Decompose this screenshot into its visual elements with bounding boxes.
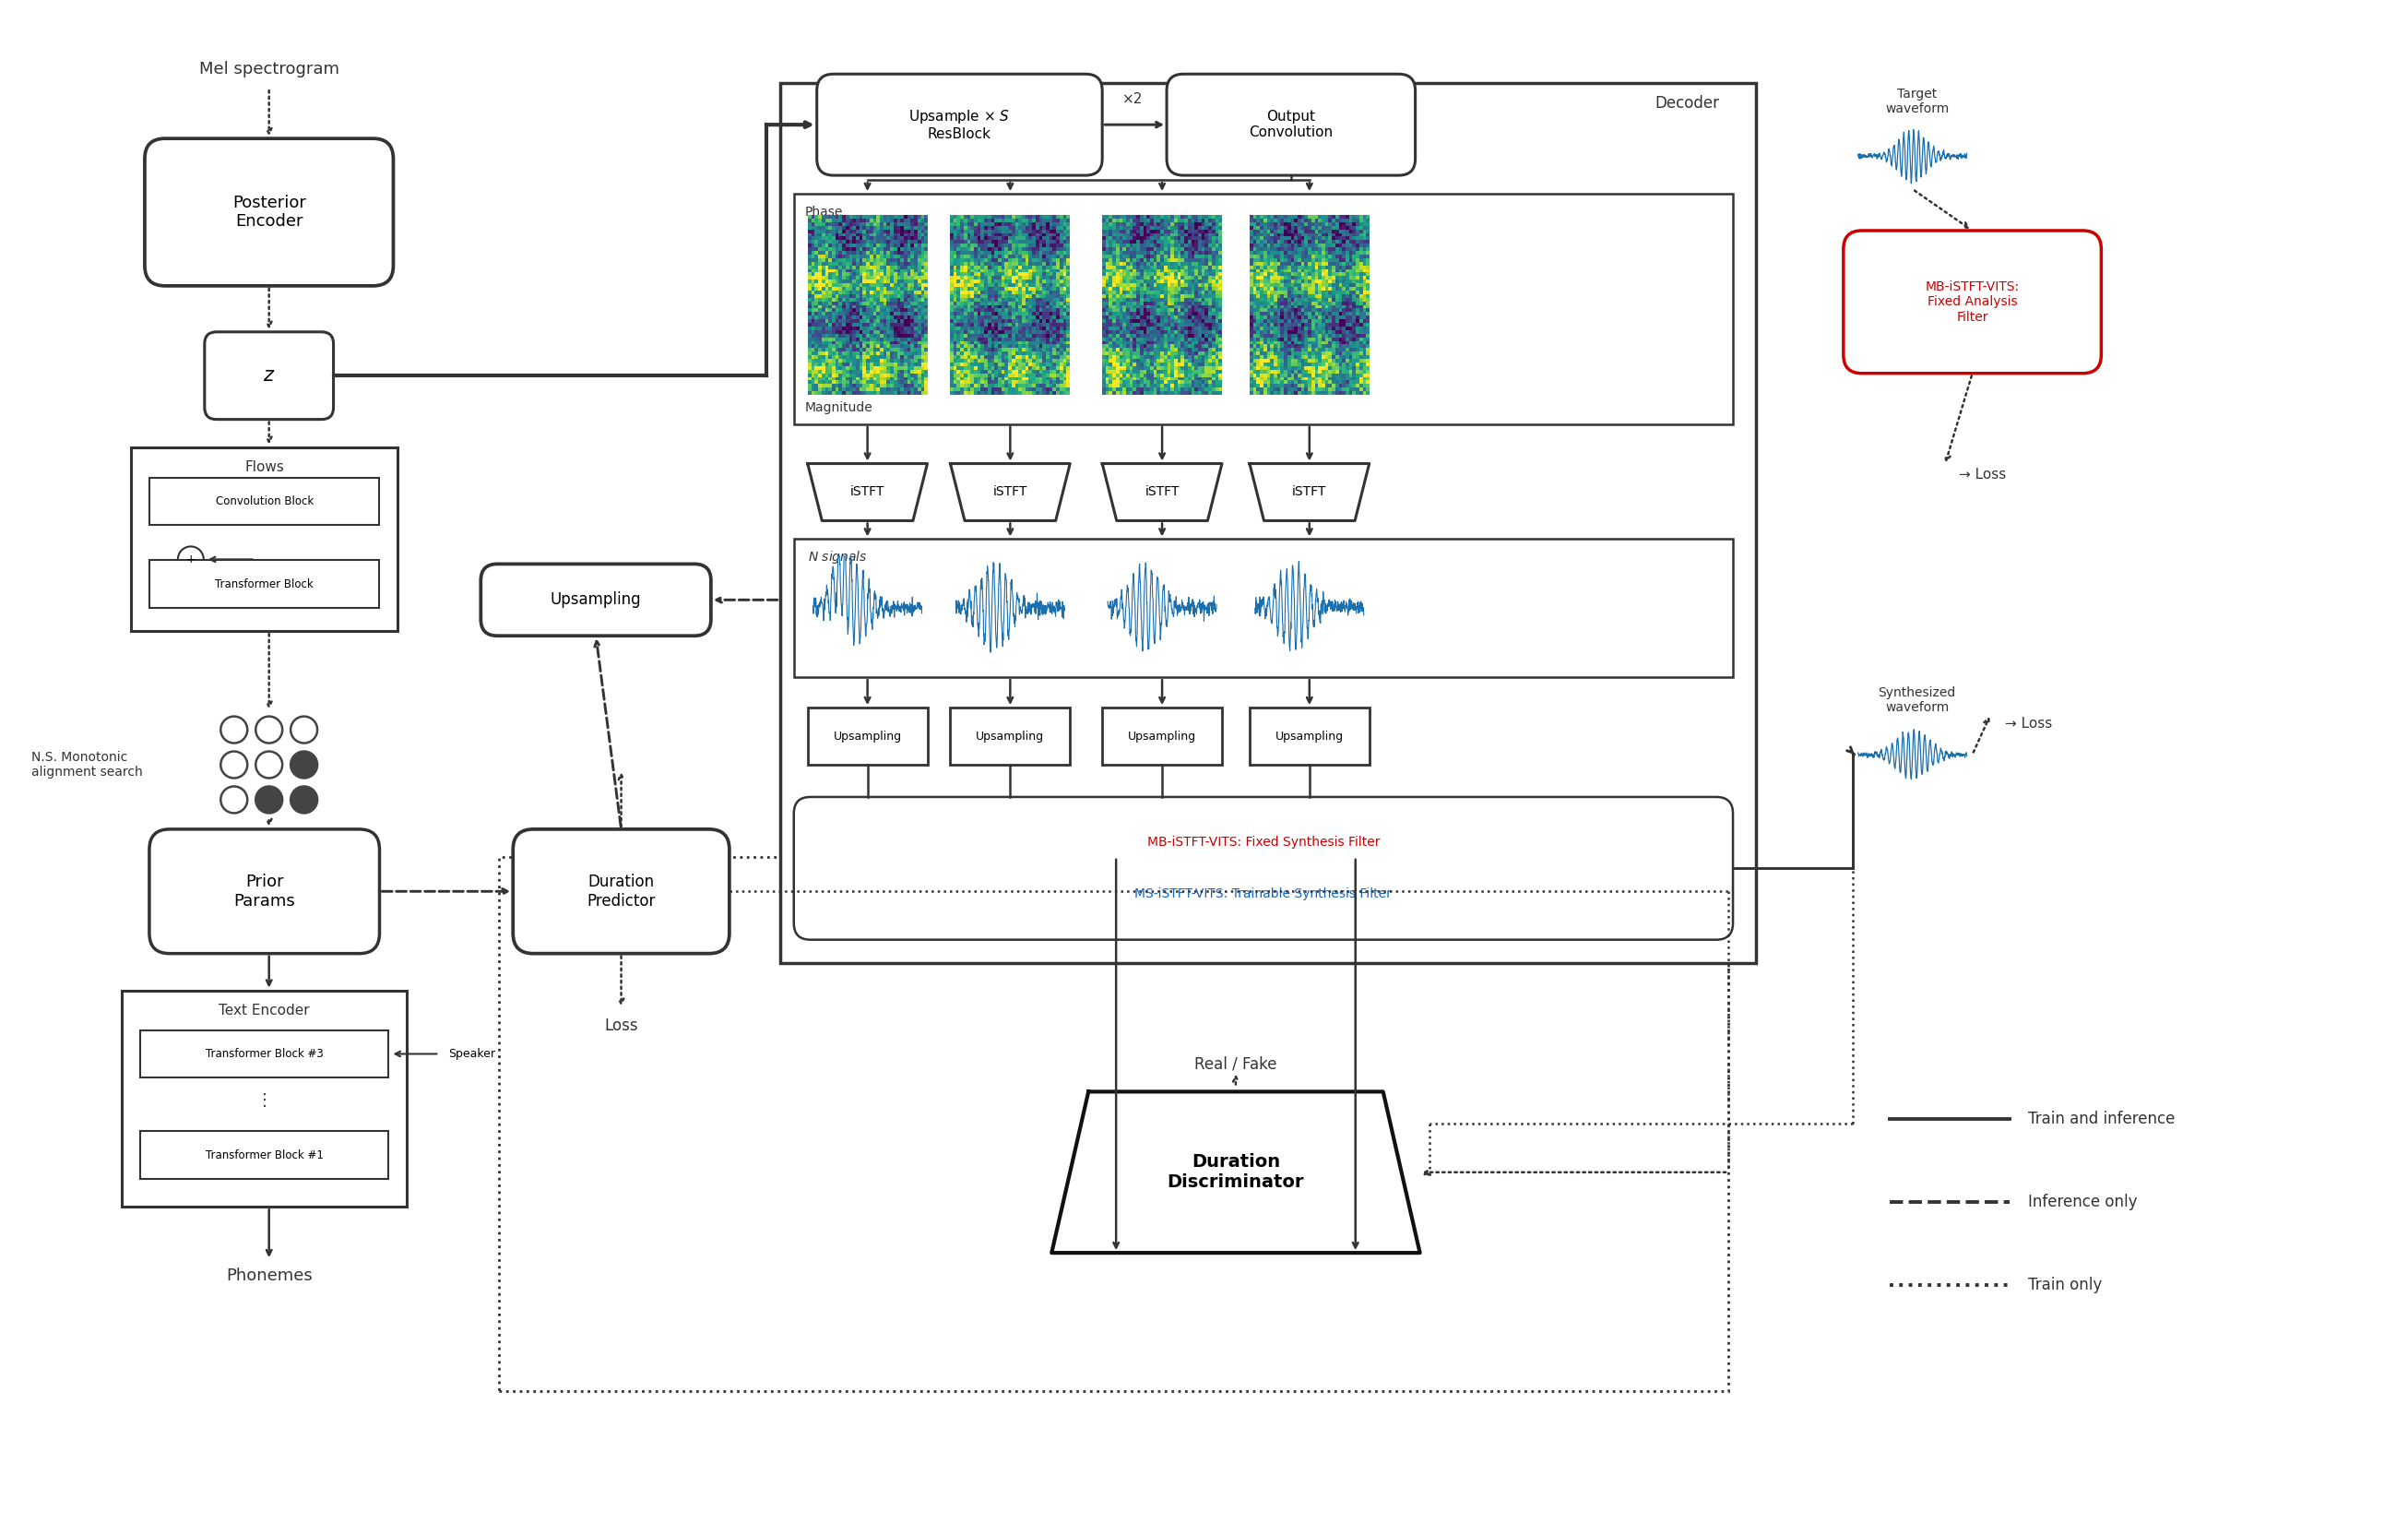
Text: Inference only: Inference only [2028, 1194, 2136, 1211]
Text: Target
waveform: Target waveform [1885, 87, 1948, 115]
FancyBboxPatch shape [482, 563, 710, 635]
Circle shape [255, 786, 282, 814]
Polygon shape [1250, 464, 1370, 520]
Text: Text Encoder: Text Encoder [219, 1004, 311, 1018]
Text: Upsampling: Upsampling [975, 731, 1045, 743]
Text: Output
Convolution: Output Convolution [1250, 109, 1334, 140]
Bar [807, 708, 927, 764]
Text: Convolution Block: Convolution Block [214, 496, 313, 508]
Text: Decoder: Decoder [1654, 95, 1719, 112]
Polygon shape [951, 464, 1069, 520]
Bar [140, 1030, 388, 1078]
Text: iSTFT: iSTFT [992, 485, 1028, 499]
Text: Posterior
Encoder: Posterior Encoder [231, 195, 306, 230]
Text: iSTFT: iSTFT [1144, 485, 1180, 499]
Text: Real / Fake: Real / Fake [1194, 1056, 1276, 1073]
Text: Duration
Discriminator: Duration Discriminator [1168, 1153, 1305, 1191]
Text: Phonemes: Phonemes [226, 1268, 313, 1285]
Text: Upsampling: Upsampling [1127, 731, 1197, 743]
Text: Upsampling: Upsampling [1276, 731, 1344, 743]
Text: Transformer Block: Transformer Block [214, 579, 313, 591]
Bar [149, 477, 380, 525]
Polygon shape [807, 464, 927, 520]
Text: MS-iSTFT-VITS: Trainable Synthesis Filter: MS-iSTFT-VITS: Trainable Synthesis Filte… [1134, 887, 1392, 901]
Bar [498, 857, 1729, 1391]
Circle shape [222, 717, 248, 743]
Text: iSTFT: iSTFT [850, 485, 884, 499]
Circle shape [222, 752, 248, 778]
Bar [795, 539, 1734, 677]
Circle shape [291, 786, 318, 814]
Text: Upsampling: Upsampling [551, 591, 641, 608]
Circle shape [255, 752, 282, 778]
Text: Mel spectrogram: Mel spectrogram [200, 61, 340, 78]
Bar [149, 560, 380, 608]
Text: Flows: Flows [246, 460, 284, 474]
FancyBboxPatch shape [149, 829, 380, 953]
Text: Upsampling: Upsampling [833, 731, 901, 743]
Text: $N$ signals: $N$ signals [807, 550, 867, 566]
Text: +: + [185, 554, 195, 565]
Bar [951, 708, 1069, 764]
Text: Upsample × $S$
ResBlock: Upsample × $S$ ResBlock [908, 107, 1011, 141]
FancyBboxPatch shape [513, 829, 730, 953]
Bar [795, 193, 1734, 424]
Bar [1103, 708, 1221, 764]
Text: MB-iSTFT-VITS:
Fixed Analysis
Filter: MB-iSTFT-VITS: Fixed Analysis Filter [1926, 281, 2020, 324]
Circle shape [178, 546, 205, 573]
FancyBboxPatch shape [795, 797, 1734, 939]
Polygon shape [1103, 464, 1221, 520]
FancyBboxPatch shape [144, 138, 393, 286]
Circle shape [222, 786, 248, 814]
FancyBboxPatch shape [205, 332, 332, 419]
Text: Speaker: Speaker [448, 1048, 496, 1059]
Text: Magnitude: Magnitude [804, 401, 872, 414]
Text: iSTFT: iSTFT [1293, 485, 1327, 499]
Bar [1250, 708, 1370, 764]
Text: Phase: Phase [804, 206, 843, 218]
Bar [140, 1131, 388, 1179]
Text: Duration
Predictor: Duration Predictor [588, 873, 655, 909]
Bar [123, 990, 407, 1207]
FancyBboxPatch shape [1168, 74, 1416, 175]
Text: Train only: Train only [2028, 1277, 2102, 1294]
Polygon shape [1052, 1091, 1421, 1253]
Bar [130, 447, 397, 631]
FancyBboxPatch shape [816, 74, 1103, 175]
Text: Prior
Params: Prior Params [234, 873, 296, 909]
Text: MB-iSTFT-VITS: Fixed Synthesis Filter: MB-iSTFT-VITS: Fixed Synthesis Filter [1146, 837, 1380, 849]
Text: Transformer Block #3: Transformer Block #3 [205, 1048, 323, 1059]
Circle shape [255, 717, 282, 743]
Text: Train and inference: Train and inference [2028, 1111, 2174, 1128]
Text: Transformer Block #1: Transformer Block #1 [205, 1150, 323, 1160]
Text: → Loss: → Loss [2003, 717, 2052, 731]
Text: $z$: $z$ [262, 367, 275, 385]
Bar [780, 83, 1755, 962]
Text: → Loss: → Loss [1958, 468, 2006, 482]
Circle shape [291, 717, 318, 743]
FancyBboxPatch shape [1845, 230, 2102, 373]
Text: Loss: Loss [604, 1018, 638, 1033]
Text: ⋮: ⋮ [255, 1093, 272, 1110]
Text: ×2: ×2 [1122, 92, 1144, 106]
Text: N.S. Monotonic
alignment search: N.S. Monotonic alignment search [31, 751, 142, 778]
Text: Synthesized
waveform: Synthesized waveform [1878, 686, 1955, 714]
Circle shape [291, 752, 318, 778]
